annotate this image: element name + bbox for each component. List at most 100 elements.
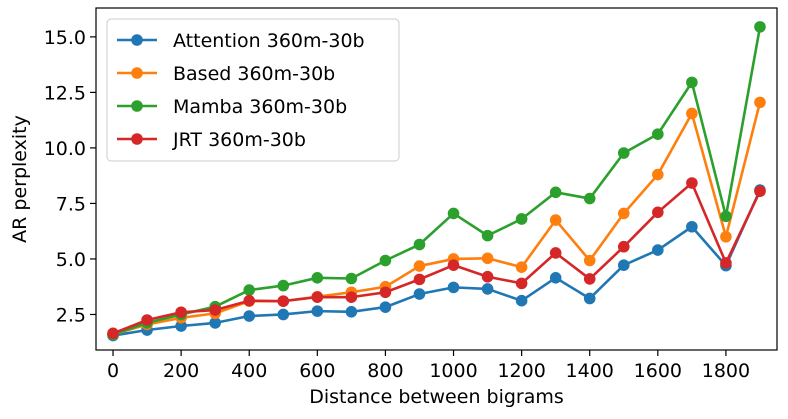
data-point [107, 327, 119, 340]
legend-marker [131, 34, 143, 46]
legend-label: Mamba 360m-30b [173, 96, 347, 118]
data-point [549, 247, 562, 259]
data-point [243, 310, 256, 322]
data-point [652, 244, 664, 256]
x-tick-label: 400 [231, 360, 267, 382]
data-point [549, 214, 562, 226]
data-point [447, 281, 460, 294]
series-layer [107, 21, 766, 342]
x-tick-label: 1800 [702, 360, 750, 382]
data-point [141, 314, 153, 326]
y-tick-label: 10.0 [44, 138, 86, 160]
data-point [515, 261, 528, 273]
data-point [447, 259, 460, 271]
data-point [686, 220, 698, 233]
data-point [754, 96, 766, 109]
data-point [413, 260, 426, 272]
data-point [277, 308, 290, 321]
data-point [209, 304, 221, 316]
legend-item: Mamba 360m-30b [117, 96, 347, 118]
data-point [311, 272, 324, 284]
data-point [617, 240, 630, 253]
data-point [720, 230, 732, 243]
x-axis: 0 200 400 600 800 1000 1200 1400 1600 1800 [107, 350, 750, 382]
data-point [652, 128, 664, 140]
data-point [413, 273, 426, 286]
series-line [112, 102, 762, 336]
data-point [277, 295, 290, 307]
data-point [345, 291, 358, 303]
data-point [754, 21, 766, 33]
y-tick-label: 2.5 [56, 304, 86, 326]
data-point [481, 252, 494, 265]
data-point [175, 320, 187, 332]
data-point [515, 213, 528, 225]
series-line [112, 181, 762, 335]
data-point [413, 288, 426, 300]
y-tick-label: 5.0 [56, 249, 86, 271]
legend-label: JRT 360m-30b [172, 129, 306, 151]
data-point [277, 279, 290, 292]
legend-item: Based 360m-30b [117, 63, 335, 85]
legend-marker [131, 133, 143, 145]
y-tick-label: 12.5 [44, 82, 86, 104]
data-point [583, 292, 596, 305]
data-point [481, 270, 494, 283]
data-point [447, 207, 460, 220]
legend: Attention 360m-30b Based 360m-30b Mamba 36… [106, 18, 400, 162]
y-axis-label: AR perplexity [9, 115, 31, 243]
data-point [617, 147, 630, 159]
legend-label: Based 360m-30b [173, 63, 335, 85]
x-tick-label: 0 [107, 360, 119, 382]
data-point [379, 301, 392, 313]
data-point [720, 257, 732, 269]
data-point [617, 259, 630, 271]
series-3 [107, 177, 766, 340]
data-point [481, 229, 494, 242]
data-point [549, 186, 562, 199]
y-tick-label: 15.0 [44, 27, 86, 49]
data-point [583, 254, 596, 267]
data-point [379, 286, 392, 299]
data-point [549, 272, 562, 284]
data-point [345, 306, 358, 318]
data-point [617, 207, 630, 220]
data-point [583, 192, 596, 205]
data-point [379, 254, 392, 267]
data-point [583, 273, 596, 285]
data-point [686, 76, 698, 89]
data-point [720, 210, 732, 223]
legend-box [106, 18, 400, 162]
legend-item: Attention 360m-30b [117, 30, 365, 52]
series-line [112, 26, 762, 336]
data-point [311, 305, 324, 317]
plot-frame [95, 7, 778, 351]
data-point [413, 238, 426, 251]
data-point [209, 317, 221, 329]
data-point [345, 272, 358, 285]
x-tick-label: 1200 [497, 360, 545, 382]
x-tick-label: 1000 [429, 360, 477, 382]
data-point [652, 168, 664, 181]
x-tick-label: 1400 [566, 360, 614, 382]
data-point [175, 306, 187, 319]
data-point [243, 284, 256, 296]
x-tick-label: 600 [299, 360, 335, 382]
data-point [515, 294, 528, 307]
legend-marker [131, 100, 143, 112]
legend-item: JRT 360m-30b [117, 129, 306, 151]
data-point [686, 107, 698, 120]
data-point [754, 185, 766, 198]
data-point [481, 283, 494, 295]
y-axis: 2.5 5.0 7.5 10.0 12.5 15.0 [44, 27, 96, 326]
legend-label: Attention 360m-30b [173, 30, 365, 52]
data-point [686, 177, 698, 189]
data-point [243, 294, 256, 307]
y-tick-label: 7.5 [56, 193, 86, 215]
x-tick-label: 200 [163, 360, 199, 382]
data-point [515, 277, 528, 290]
x-tick-label: 800 [367, 360, 403, 382]
series-0 [107, 184, 766, 342]
x-tick-label: 1600 [634, 360, 682, 382]
